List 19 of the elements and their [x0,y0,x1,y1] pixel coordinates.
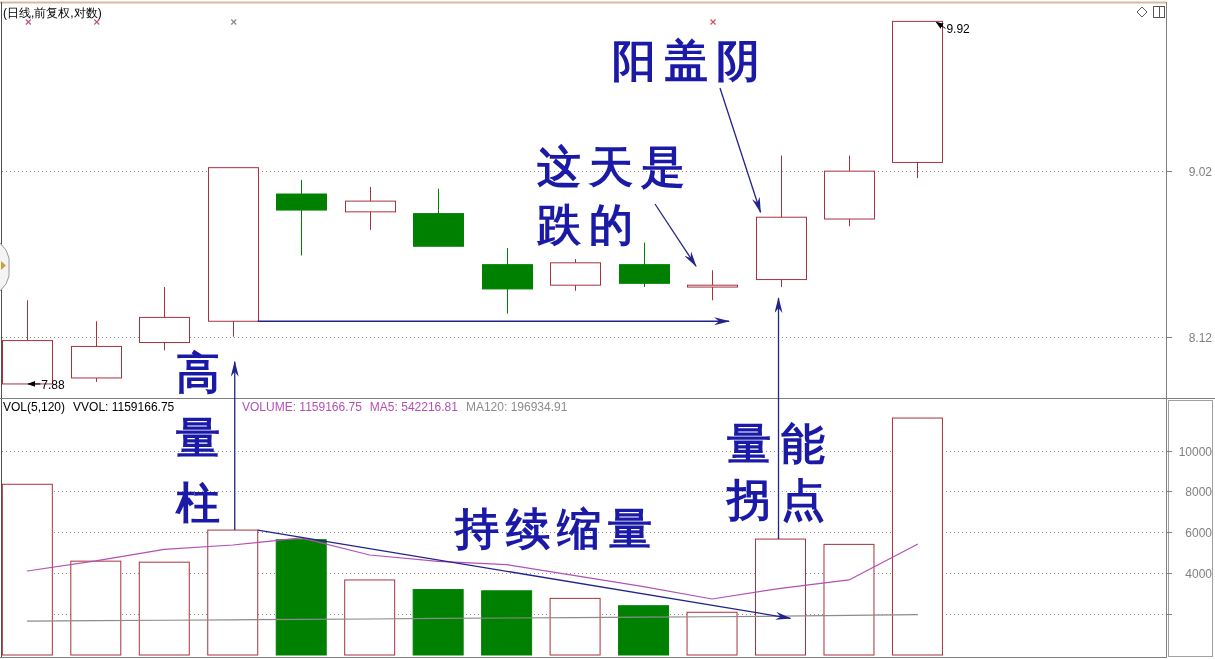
annotation: MA120: 196934.91 [465,400,568,414]
y-tick-label: 6000 [1185,525,1213,540]
annotation: 这天是跌的 [536,140,693,250]
y-tick-label: 8000 [1185,484,1213,499]
annotation: VOLUME: 1159166.75 [242,400,363,414]
annotation: 阳盖阴 [612,34,768,86]
y-tick-label: 9.02 [1188,164,1213,179]
annotation: MA5: 542216.81 [369,400,459,414]
annotation: 持续缩量 [453,502,659,554]
y-tick-label: 4000 [1185,566,1213,581]
y-tick-label: 10000 [1178,444,1213,459]
annotation: 量能拐点 [725,417,835,525]
chart-title: VOL(5,120) [3,400,66,414]
annotation: 9.92 [946,22,971,37]
y-tick-label: 8.12 [1188,330,1213,345]
annotation: 高量柱 [175,346,220,528]
annotation: VVOL: 1159166.75 [73,400,175,414]
chart-title: (日线,前复权,对数) [3,6,102,20]
annotation: 7.88 [41,377,66,392]
